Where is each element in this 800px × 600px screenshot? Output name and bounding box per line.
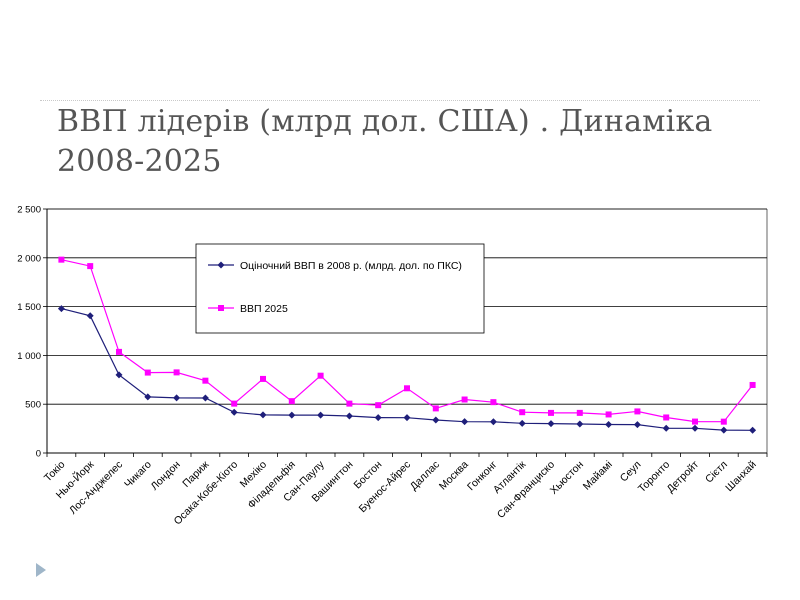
- x-tick-label: Лондон: [149, 458, 183, 492]
- x-tick-label: Детройт: [665, 459, 702, 496]
- legend-label: ВВП 2025: [240, 303, 288, 315]
- slide-title-line1: ВВП лідерів (млрд дол. США) . Динаміка: [57, 104, 713, 139]
- data-point: [576, 409, 583, 416]
- title-rule: [40, 100, 760, 101]
- legend-marker: [217, 261, 225, 269]
- data-point: [547, 420, 555, 428]
- data-point: [432, 405, 439, 412]
- data-point: [173, 394, 181, 402]
- data-point: [489, 418, 497, 426]
- y-tick-label: 500: [25, 400, 41, 411]
- data-point: [346, 400, 353, 407]
- data-point: [634, 408, 641, 415]
- data-point: [749, 381, 756, 388]
- data-point: [317, 411, 325, 419]
- data-point: [749, 426, 757, 434]
- data-point: [548, 409, 554, 416]
- data-point: [288, 398, 295, 405]
- data-point: [87, 263, 94, 270]
- x-tick-label: Майамі: [581, 459, 615, 493]
- data-point: [432, 416, 440, 424]
- data-point: [57, 305, 65, 313]
- data-point: [633, 421, 641, 429]
- x-tick-label: Москва: [437, 459, 471, 493]
- y-tick-label: 0: [36, 449, 41, 460]
- data-point: [345, 412, 353, 420]
- data-point: [115, 371, 123, 379]
- data-point: [692, 418, 698, 425]
- data-point: [259, 411, 267, 419]
- data-point: [576, 420, 584, 428]
- data-point: [691, 424, 699, 432]
- legend-marker: [218, 305, 224, 311]
- data-point: [663, 414, 670, 421]
- data-point: [260, 375, 266, 382]
- data-point: [461, 418, 469, 426]
- legend-box: [195, 243, 485, 334]
- x-tick-label: Сеул: [618, 459, 644, 485]
- data-point: [317, 372, 324, 379]
- y-tick-label: 2 000: [17, 253, 41, 264]
- data-point: [202, 377, 209, 384]
- slide-nav-arrow-icon[interactable]: [36, 563, 46, 577]
- x-tick-label: Токіо: [42, 459, 68, 485]
- slide-title-line2: 2008-2025: [57, 144, 222, 179]
- slide-title: ВВП лідерів (млрд дол. США) . Динаміка 2…: [57, 102, 757, 182]
- data-point: [173, 369, 180, 376]
- y-tick-label: 2 500: [17, 205, 41, 216]
- x-tick-label: Сієтл: [703, 459, 730, 486]
- data-point: [404, 385, 410, 392]
- data-point: [231, 400, 238, 407]
- data-point: [490, 399, 497, 406]
- data-point: [605, 411, 612, 418]
- data-point: [201, 394, 209, 402]
- legend-label: Оціночний ВВП в 2008 р. (млрд. дол. по П…: [240, 260, 462, 272]
- data-point: [58, 256, 65, 263]
- data-point: [518, 419, 526, 427]
- x-tick-label: Шанхай: [723, 459, 759, 495]
- data-point: [662, 424, 670, 432]
- data-point: [605, 421, 613, 429]
- data-point: [374, 414, 382, 422]
- data-point: [144, 369, 151, 376]
- y-tick-label: 1 000: [17, 351, 41, 362]
- y-tick-label: 1 500: [17, 302, 41, 313]
- data-point: [720, 418, 727, 425]
- data-point: [519, 409, 526, 416]
- x-tick-label: Даллас: [408, 459, 442, 493]
- data-point: [375, 402, 382, 409]
- data-point: [144, 393, 152, 401]
- data-point: [720, 426, 728, 434]
- x-tick-label: Буенос-Айрес: [357, 459, 413, 515]
- data-point: [403, 414, 411, 422]
- data-point: [86, 312, 94, 320]
- data-point: [116, 348, 122, 355]
- data-point: [461, 396, 468, 403]
- data-point: [230, 408, 238, 416]
- data-point: [288, 411, 296, 419]
